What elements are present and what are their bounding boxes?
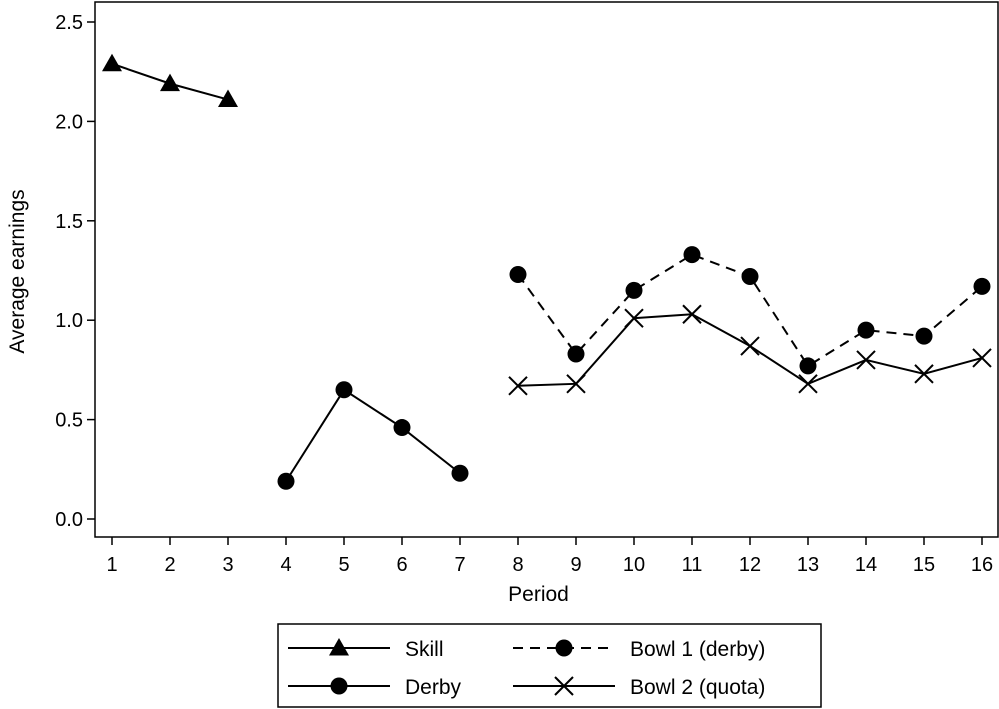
- legend-marker-skill: [329, 638, 349, 656]
- data-point-bowl-1-derby: [799, 357, 817, 375]
- data-point-bowl-1-derby: [567, 345, 585, 363]
- data-point-bowl-1-derby: [625, 281, 643, 299]
- legend-frame: [277, 623, 822, 708]
- series-bowl-2-quota: [508, 304, 992, 396]
- y-tick-label: 1.0: [55, 310, 83, 332]
- x-tick-label: 9: [570, 554, 581, 576]
- data-point-derby: [277, 472, 295, 490]
- data-point-derby: [393, 419, 411, 437]
- x-tick-label: 4: [280, 554, 291, 576]
- data-point-bowl-2-quota: [682, 304, 702, 324]
- x-tick-label: 12: [739, 554, 761, 576]
- x-tick-label: 1: [106, 554, 117, 576]
- x-tick-label: 6: [396, 554, 407, 576]
- series-skill: [102, 53, 238, 108]
- data-point-bowl-1-derby: [915, 327, 933, 345]
- y-tick-label: 0.5: [55, 410, 83, 432]
- data-point-bowl-2-quota: [798, 374, 818, 394]
- legend-label-derby: Derby: [405, 676, 462, 699]
- x-tick-label: 2: [164, 554, 175, 576]
- legend: Skill Derby Bowl 1 (derby) Bowl 2 (quota): [277, 623, 822, 708]
- data-point-skill: [218, 89, 238, 108]
- legend-item-skill: Skill: [288, 638, 444, 661]
- y-tick-label: 1.5: [55, 211, 83, 233]
- data-point-bowl-2-quota: [508, 376, 528, 396]
- series-derby: [277, 381, 469, 490]
- data-point-derby: [451, 464, 469, 482]
- x-tick-label: 13: [797, 554, 819, 576]
- x-tick-label: 15: [913, 554, 935, 576]
- data-point-bowl-1-derby: [741, 267, 759, 285]
- legend-label-bowl-2-quota: Bowl 2 (quota): [630, 676, 765, 699]
- series-line-bowl-2-quota: [517, 313, 983, 387]
- data-point-skill: [102, 53, 122, 72]
- x-tick-label: 14: [855, 554, 877, 576]
- legend-marker-bowl-2-quota: [554, 676, 574, 696]
- data-point-bowl-1-derby: [509, 265, 527, 283]
- legend-item-bowl-1-derby: Bowl 1 (derby): [513, 638, 765, 661]
- x-tick-label: 8: [512, 554, 523, 576]
- x-tick-label: 10: [623, 554, 645, 576]
- y-tick-label: 2.0: [55, 111, 83, 133]
- axes: 0.00.51.01.52.02.51 2 3 4 5 6 7 8 9 10 11 12 13 14 15 1…: [55, 1, 999, 576]
- legend-item-derby: Derby: [288, 676, 462, 699]
- legend-marker-bowl-1-derby: [555, 639, 573, 657]
- data-point-skill: [160, 73, 180, 92]
- data-point-bowl-2-quota: [972, 348, 992, 368]
- x-tick-label: 7: [454, 554, 465, 576]
- data-point-bowl-2-quota: [856, 350, 876, 370]
- legend-item-bowl-2-quota: Bowl 2 (quota): [513, 676, 765, 699]
- data-point-bowl-1-derby: [683, 246, 701, 264]
- series-line-derby: [285, 388, 461, 482]
- data-point-bowl-2-quota: [566, 374, 586, 394]
- data-point-bowl-2-quota: [740, 336, 760, 356]
- series-layer: [102, 53, 992, 490]
- x-axis-title: Period: [508, 583, 569, 606]
- legend-label-bowl-1-derby: Bowl 1 (derby): [630, 638, 765, 661]
- x-tick-label: 16: [971, 554, 993, 576]
- legend-label-skill: Skill: [405, 638, 444, 661]
- data-point-derby: [335, 381, 353, 399]
- y-axis-title: Average earnings: [6, 189, 29, 353]
- x-tick-label: 5: [338, 554, 349, 576]
- data-point-bowl-2-quota: [914, 364, 934, 384]
- plot-frame: [94, 1, 999, 538]
- data-point-bowl-2-quota: [624, 308, 644, 328]
- data-point-bowl-1-derby: [857, 321, 875, 339]
- series-bowl-1-derby: [509, 246, 991, 375]
- y-tick-label: 0.0: [55, 509, 83, 531]
- x-tick-label: 11: [682, 554, 703, 576]
- legend-marker-derby: [330, 677, 348, 695]
- y-tick-label: 2.5: [55, 12, 83, 34]
- x-tick-label: 3: [222, 554, 233, 576]
- data-point-bowl-1-derby: [973, 277, 991, 295]
